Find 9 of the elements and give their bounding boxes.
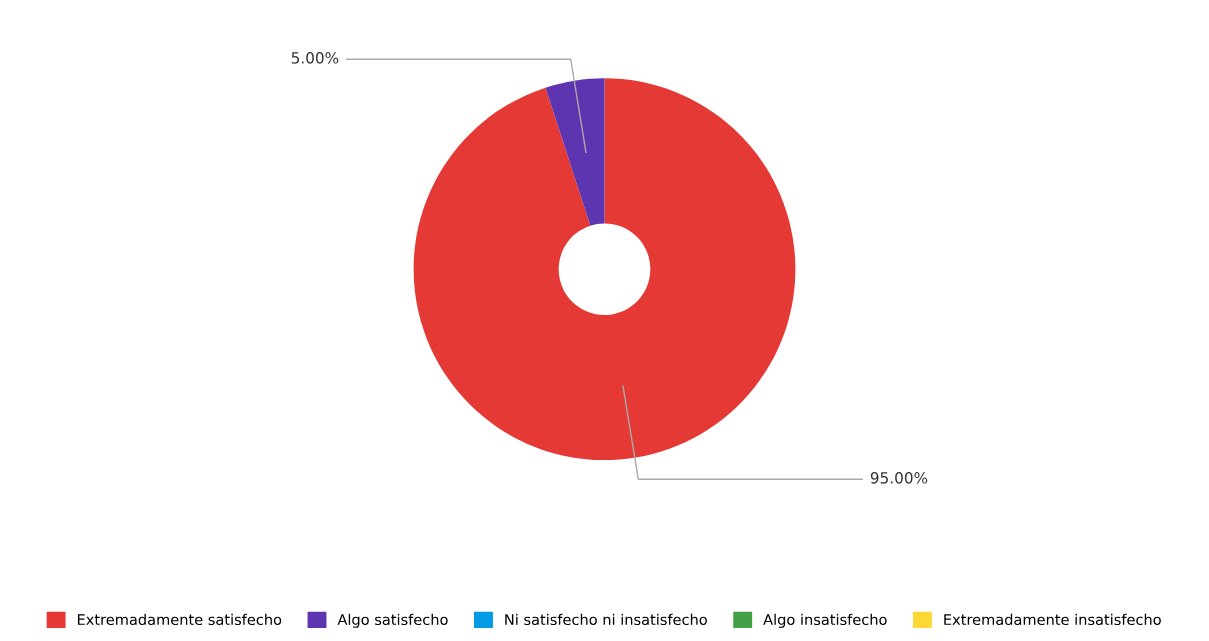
legend-label: Extremadamente satisfecho (77, 613, 282, 626)
legend-label: Algo insatisfecho (763, 613, 887, 628)
donut-slice (413, 78, 796, 461)
legend-label: Extremadamente insatisfecho (944, 613, 1161, 626)
data-label: 5.00% (291, 52, 339, 64)
donut-slice (545, 78, 605, 226)
legend-label: Algo satisfecho (337, 613, 448, 628)
legend-label: Ni satisfecho ni insatisfecho (505, 613, 707, 626)
data-label: 95.00% (870, 472, 928, 484)
